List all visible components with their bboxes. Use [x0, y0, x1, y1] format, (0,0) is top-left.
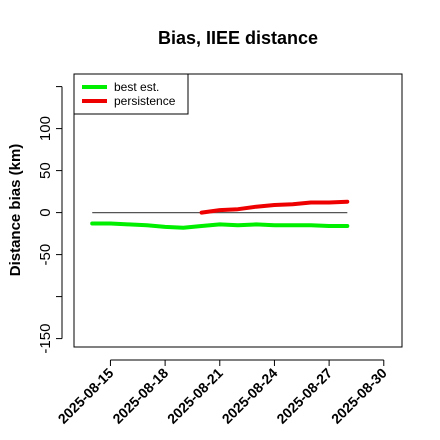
data-point — [200, 224, 203, 228]
data-point — [291, 203, 294, 206]
data-point — [200, 211, 203, 214]
data-point — [218, 208, 221, 212]
chart-title: Bias, IIEE distance — [158, 28, 318, 48]
data-point — [255, 205, 258, 208]
y-tick-label: 50 — [37, 162, 54, 179]
data-point — [163, 225, 167, 229]
plot-area-frame — [73, 73, 403, 348]
y-tick-label: -50 — [37, 244, 54, 266]
y-axis-label: Distance bias (km) — [7, 144, 24, 277]
data-point — [255, 223, 258, 226]
data-point — [327, 201, 331, 204]
data-point — [291, 224, 294, 227]
data-point — [182, 226, 185, 229]
y-tick-label: -150 — [37, 324, 54, 354]
data-point — [218, 223, 221, 226]
legend-box — [73, 73, 189, 115]
data-point — [145, 224, 149, 227]
data-point — [127, 223, 130, 226]
data-point — [327, 224, 331, 228]
data-point — [91, 222, 94, 225]
data-point — [346, 200, 349, 203]
data-point — [236, 224, 240, 227]
data-point — [109, 222, 112, 225]
y-tick-label: 100 — [37, 116, 54, 141]
data-point — [273, 203, 276, 207]
legend-label-persistence: persistence — [114, 94, 176, 108]
data-point — [309, 201, 313, 204]
data-point — [273, 224, 276, 227]
legend: best est. persistence — [73, 73, 189, 115]
data-point — [236, 208, 240, 211]
data-point — [346, 224, 349, 228]
legend-label-best-est: best est. — [114, 80, 159, 94]
y-tick-label: 0 — [37, 208, 54, 216]
series-layer — [90, 199, 350, 230]
data-point — [309, 224, 313, 227]
